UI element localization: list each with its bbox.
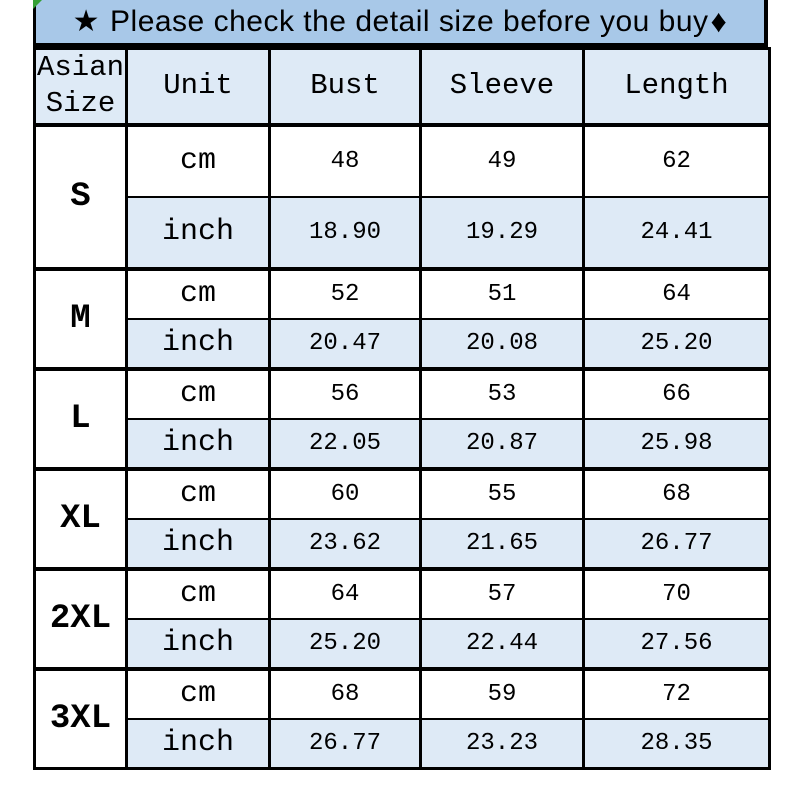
asian-size-line1: Asian [36,51,124,85]
size-label-m: M [33,266,128,370]
table-row-m-inch: inch 20.47 20.08 25.20 [35,317,771,370]
star-icon: ★ [72,5,101,38]
cell-m-bust-cm: 52 [268,266,422,320]
unit-label-cm: cm [125,122,271,198]
table-row-m-cm: M cm 52 51 64 [33,266,771,370]
unit-label-cm: cm [125,566,271,620]
cell-s-length-cm: 62 [582,122,771,198]
table-row-2xl-cm: 2XL cm 64 57 70 [33,566,771,670]
cell-m-sleeve-inch: 20.08 [419,317,585,370]
table-row-3xl-cm: 3XL cm 68 59 72 [33,666,771,770]
notice-banner: ★ Please check the detail size before yo… [33,0,768,47]
cell-xl-length-cm: 68 [582,466,771,520]
cell-3xl-length-inch: 28.35 [582,717,771,770]
cell-l-length-cm: 66 [582,366,771,420]
size-label-l: L [33,366,128,470]
unit-label-cm: cm [125,666,271,720]
cell-m-length-inch: 25.20 [582,317,771,370]
column-header-sleeve: Sleeve [419,47,585,127]
cell-xl-bust-cm: 60 [268,466,422,520]
cell-l-length-inch: 25.98 [582,417,771,470]
cell-2xl-sleeve-cm: 57 [419,566,585,620]
unit-label-inch: inch [125,517,271,570]
cell-2xl-bust-cm: 64 [268,566,422,620]
unit-label-inch: inch [125,717,271,770]
cell-xl-sleeve-cm: 55 [419,466,585,520]
size-label-3xl: 3XL [33,666,128,770]
cell-3xl-bust-inch: 26.77 [268,717,422,770]
column-header-asian-size: Asian Size [33,47,128,127]
cell-3xl-bust-cm: 68 [268,666,422,720]
cell-xl-length-inch: 26.77 [582,517,771,570]
table-row-s-cm: S cm 48 49 62 [33,122,771,270]
table-row-3xl-inch: inch 26.77 23.23 28.35 [35,717,771,770]
table-header-row: Asian Size Unit Bust Sleeve Length [33,47,771,127]
table-row-s-inch: inch 18.90 19.29 24.41 [35,195,771,270]
unit-label-cm: cm [125,466,271,520]
cell-xl-sleeve-inch: 21.65 [419,517,585,570]
cell-m-bust-inch: 20.47 [268,317,422,370]
cell-3xl-sleeve-cm: 59 [419,666,585,720]
cell-l-sleeve-inch: 20.87 [419,417,585,470]
column-header-bust: Bust [268,47,422,127]
cell-3xl-sleeve-inch: 23.23 [419,717,585,770]
column-header-unit: Unit [125,47,271,127]
cell-2xl-sleeve-inch: 22.44 [419,617,585,670]
unit-label-inch: inch [125,617,271,670]
corner-artifact [33,0,42,9]
cell-s-sleeve-cm: 49 [419,122,585,198]
table-row-l-cm: L cm 56 53 66 [33,366,771,470]
cell-2xl-bust-inch: 25.20 [268,617,422,670]
cell-s-bust-cm: 48 [268,122,422,198]
table-row-xl-inch: inch 23.62 21.65 26.77 [35,517,771,570]
table-row-l-inch: inch 22.05 20.87 25.98 [35,417,771,470]
diamond-icon: ♦ [710,3,728,39]
size-label-2xl: 2XL [33,566,128,670]
cell-s-length-inch: 24.41 [582,195,771,270]
unit-label-cm: cm [125,266,271,320]
asian-size-line2: Size [45,87,116,121]
cell-3xl-length-cm: 72 [582,666,771,720]
cell-s-sleeve-inch: 19.29 [419,195,585,270]
cell-2xl-length-cm: 70 [582,566,771,620]
cell-l-bust-cm: 56 [268,366,422,420]
size-chart-table: Asian Size Unit Bust Sleeve Length S cm … [33,47,771,770]
table-row-xl-cm: XL cm 60 55 68 [33,466,771,570]
size-label-s: S [33,122,128,270]
cell-2xl-length-inch: 27.56 [582,617,771,670]
cell-m-sleeve-cm: 51 [419,266,585,320]
unit-label-inch: inch [125,317,271,370]
cell-xl-bust-inch: 23.62 [268,517,422,570]
cell-l-bust-inch: 22.05 [268,417,422,470]
unit-label-inch: inch [125,417,271,470]
cell-s-bust-inch: 18.90 [268,195,422,270]
banner-text: Please check the detail size before you … [110,4,709,38]
unit-label-inch: inch [125,195,271,270]
cell-l-sleeve-cm: 53 [419,366,585,420]
cell-m-length-cm: 64 [582,266,771,320]
size-label-xl: XL [33,466,128,570]
table-row-2xl-inch: inch 25.20 22.44 27.56 [35,617,771,670]
column-header-length: Length [582,47,771,127]
unit-label-cm: cm [125,366,271,420]
